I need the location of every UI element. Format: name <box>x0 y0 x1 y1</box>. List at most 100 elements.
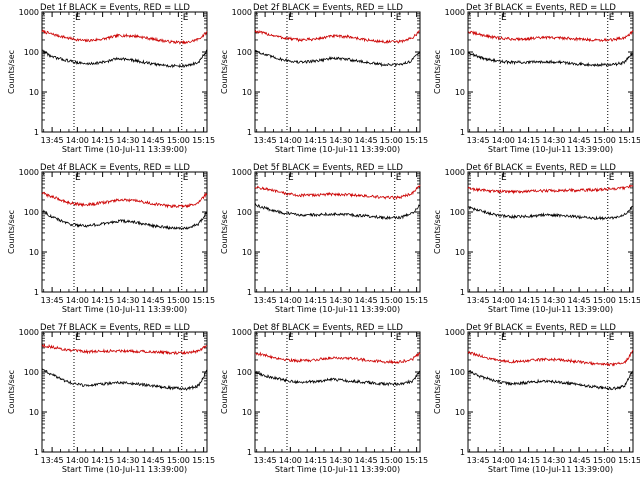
detector-plot: Det 7f BLACK = Events, RED = LLD 1 10 100 10… <box>7 323 215 474</box>
events-series-line <box>254 370 421 387</box>
x-tick-label: 15:00 <box>167 136 190 145</box>
y-tick-label: 1 <box>247 448 252 457</box>
plot-title: Det 1f BLACK = Events, RED = LLD <box>40 3 190 13</box>
detector-plot: Det 3f BLACK = Events, RED = LLD 1 10 100 10… <box>433 3 640 154</box>
y-tick-label: 100 <box>450 48 465 57</box>
y-tick-label: 1000 <box>232 328 252 337</box>
y-tick-label: 10 <box>29 408 39 417</box>
events-series-line <box>467 51 634 68</box>
detector-panel: Det 4f BLACK = Events, RED = LLD 1 10 100 10… <box>0 160 215 320</box>
x-tick-label: 14:30 <box>542 136 565 145</box>
y-tick-label: 1 <box>34 448 39 457</box>
x-tick-label: 14:30 <box>329 296 352 305</box>
x-tick-label: 14:00 <box>66 136 89 145</box>
lld-series-line <box>41 191 208 209</box>
x-tick-label: 14:45 <box>142 296 165 305</box>
y-tick-label: 10 <box>242 88 252 97</box>
y-axis-label: Counts/sec <box>220 370 229 414</box>
lld-series-line <box>467 184 634 195</box>
y-tick-label: 100 <box>24 368 39 377</box>
detector-plot: Det 4f BLACK = Events, RED = LLD 1 10 100 10… <box>7 163 215 314</box>
event-marker-label: E <box>609 13 615 23</box>
detector-plot: Det 6f BLACK = Events, RED = LLD 1 10 100 10… <box>433 163 640 314</box>
x-tick-label: 14:30 <box>116 296 139 305</box>
y-tick-label: 10 <box>29 248 39 257</box>
y-tick-label: 100 <box>450 368 465 377</box>
detector-panel: Det 2f BLACK = Events, RED = LLD 1 10 100 10… <box>213 0 428 160</box>
x-tick-label: 15:00 <box>593 456 616 465</box>
x-axis-label: Start Time (10-Jul-11 13:39:00) <box>275 465 400 474</box>
event-marker-label: E <box>75 13 81 23</box>
x-tick-label: 14:45 <box>355 456 378 465</box>
plot-frame <box>467 331 634 453</box>
x-tick-label: 13:45 <box>467 296 490 305</box>
x-tick-label: 14:45 <box>355 136 378 145</box>
x-axis-label: Start Time (10-Jul-11 13:39:00) <box>62 145 187 154</box>
y-tick-label: 10 <box>29 88 39 97</box>
x-tick-label: 13:45 <box>41 136 64 145</box>
x-axis-label: Start Time (10-Jul-11 13:39:00) <box>62 305 187 314</box>
x-tick-label: 14:15 <box>304 296 327 305</box>
event-marker-label: E <box>183 13 189 23</box>
event-marker-label: E <box>501 173 507 183</box>
x-tick-label: 14:30 <box>542 456 565 465</box>
y-tick-label: 100 <box>24 208 39 217</box>
x-axis-label: Start Time (10-Jul-11 13:39:00) <box>275 305 400 314</box>
lld-series-line <box>41 29 208 45</box>
detector-panel: Det 9f BLACK = Events, RED = LLD 1 10 100 10… <box>426 320 640 480</box>
x-tick-label: 15:15 <box>192 296 215 305</box>
x-tick-label: 15:15 <box>618 296 640 305</box>
x-tick-label: 14:45 <box>568 296 591 305</box>
x-tick-label: 15:00 <box>167 456 190 465</box>
lld-series-line <box>467 30 634 43</box>
events-series-line <box>254 49 421 68</box>
y-axis-label: Counts/sec <box>7 210 16 254</box>
y-tick-label: 1000 <box>19 8 39 17</box>
y-tick-label: 10 <box>455 88 465 97</box>
detector-panel: Det 8f BLACK = Events, RED = LLD 1 10 100 10… <box>213 320 428 480</box>
lld-series-line <box>254 29 421 45</box>
y-tick-label: 1000 <box>19 328 39 337</box>
events-series-line <box>41 209 208 230</box>
y-tick-label: 1 <box>460 128 465 137</box>
event-marker-label: E <box>501 13 507 23</box>
y-tick-label: 10 <box>242 408 252 417</box>
y-axis-label: Counts/sec <box>7 370 16 414</box>
plot-frame <box>467 171 634 293</box>
x-tick-label: 15:15 <box>405 296 428 305</box>
event-marker-label: E <box>183 173 189 183</box>
event-marker-label: E <box>75 333 81 343</box>
y-tick-label: 1000 <box>445 328 465 337</box>
plot-title: Det 3f BLACK = Events, RED = LLD <box>466 3 616 13</box>
plot-title: Det 2f BLACK = Events, RED = LLD <box>253 3 403 13</box>
plot-frame <box>41 11 208 133</box>
y-tick-label: 1 <box>247 288 252 297</box>
plot-title: Det 4f BLACK = Events, RED = LLD <box>40 163 190 173</box>
x-tick-label: 15:15 <box>618 456 640 465</box>
detector-plot: Det 2f BLACK = Events, RED = LLD 1 10 100 10… <box>220 3 428 154</box>
x-tick-label: 15:15 <box>192 456 215 465</box>
event-marker-label: E <box>609 173 615 183</box>
x-tick-label: 14:00 <box>279 456 302 465</box>
lld-series-line <box>41 343 208 356</box>
x-tick-label: 15:00 <box>380 456 403 465</box>
y-axis-label: Counts/sec <box>433 370 442 414</box>
x-axis-label: Start Time (10-Jul-11 13:39:00) <box>488 145 613 154</box>
detector-plot: Det 8f BLACK = Events, RED = LLD 1 10 100 10… <box>220 323 428 474</box>
y-tick-label: 1000 <box>232 8 252 17</box>
y-tick-label: 1 <box>34 288 39 297</box>
y-tick-label: 10 <box>242 248 252 257</box>
y-tick-label: 100 <box>24 48 39 57</box>
x-tick-label: 14:00 <box>279 136 302 145</box>
x-tick-label: 14:30 <box>542 296 565 305</box>
y-tick-label: 100 <box>450 208 465 217</box>
plot-frame <box>41 331 208 453</box>
detector-plot: Det 9f BLACK = Events, RED = LLD 1 10 100 10… <box>433 323 640 474</box>
x-tick-label: 14:15 <box>304 136 327 145</box>
x-tick-label: 15:00 <box>380 136 403 145</box>
y-tick-label: 1000 <box>445 8 465 17</box>
event-marker-label: E <box>501 333 507 343</box>
event-marker-label: E <box>288 333 294 343</box>
y-tick-label: 1000 <box>232 168 252 177</box>
x-tick-label: 14:15 <box>91 136 114 145</box>
